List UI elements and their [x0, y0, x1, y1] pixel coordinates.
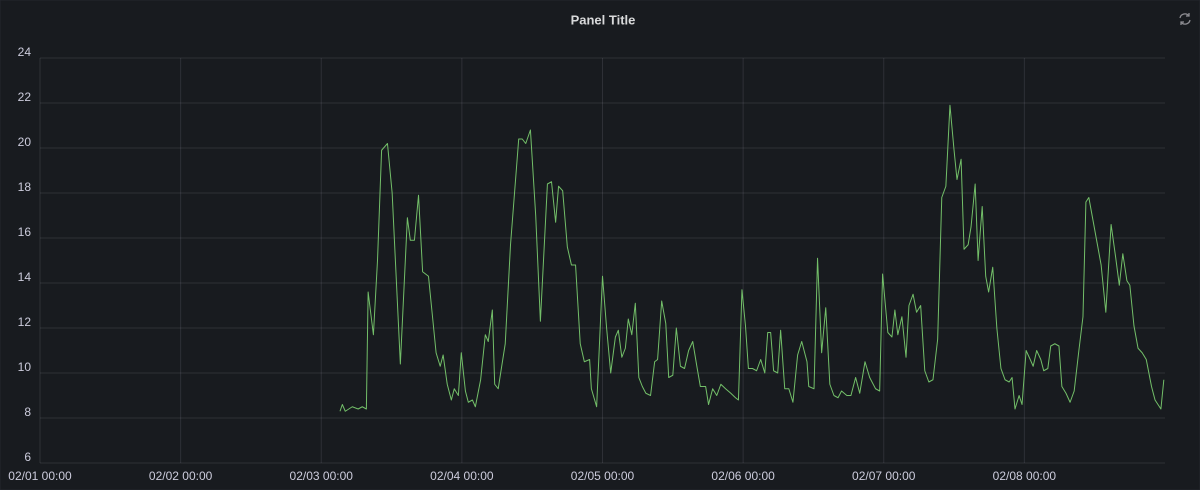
x-tick-label: 02/08 00:00	[993, 469, 1057, 483]
x-tick-label: 02/03 00:00	[290, 469, 354, 483]
y-tick-label: 6	[24, 450, 31, 464]
x-tick-label: 02/02 00:00	[149, 469, 213, 483]
y-tick-label: 16	[18, 225, 32, 239]
y-tick-label: 24	[18, 45, 32, 59]
data-line	[339, 104, 1165, 412]
x-tick-label: 02/07 00:00	[852, 469, 916, 483]
x-tick-label: 02/01 00:00	[8, 469, 72, 483]
y-tick-label: 10	[18, 360, 32, 374]
y-tick-label: 12	[18, 315, 32, 329]
x-tick-label: 02/04 00:00	[430, 469, 494, 483]
x-tick-label: 02/06 00:00	[711, 469, 775, 483]
chart-title: Panel Title	[571, 12, 636, 27]
y-tick-label: 22	[18, 90, 32, 104]
y-tick-label: 20	[18, 135, 32, 149]
y-tick-label: 8	[24, 405, 31, 419]
y-tick-label: 14	[18, 270, 32, 284]
y-tick-label: 18	[18, 180, 32, 194]
refresh-icon[interactable]	[1179, 13, 1191, 25]
x-tick-label: 02/05 00:00	[571, 469, 635, 483]
